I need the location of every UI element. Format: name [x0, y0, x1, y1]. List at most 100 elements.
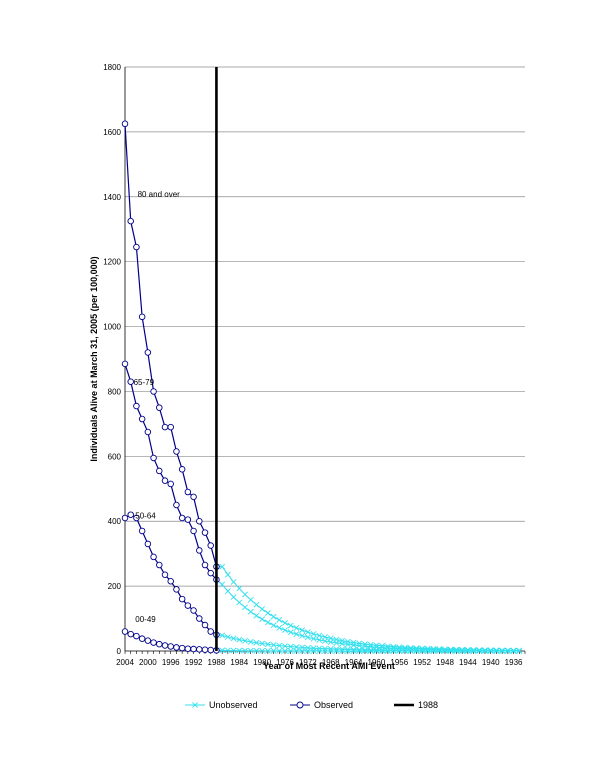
- unobserved-point: [430, 646, 437, 653]
- unobserved-point: [259, 616, 266, 623]
- unobserved-point: [316, 648, 323, 654]
- unobserved-point: [379, 642, 386, 649]
- unobserved-point: [264, 641, 271, 648]
- unobserved-point: [367, 648, 374, 654]
- unobserved-point: [424, 646, 431, 653]
- x-tick-label: 1936: [505, 658, 523, 667]
- tick-labels: 0 200 400 600 800 1000 1200 1400 1600 1800 2004 200…: [103, 63, 523, 667]
- legend-label: Observed: [314, 700, 353, 710]
- x-tick-label: 1988: [208, 658, 226, 667]
- unobserved-point: [242, 647, 248, 654]
- unobserved-point: [247, 608, 254, 615]
- unobserved-point: [253, 612, 260, 619]
- x-tick-label: 1964: [345, 658, 363, 667]
- unobserved-point: [276, 616, 283, 623]
- x-tick-label: 1992: [185, 658, 203, 667]
- unobserved-point: [442, 646, 448, 653]
- observed-point: [150, 388, 157, 395]
- unobserved-point: [247, 647, 254, 654]
- unobserved-point: [487, 648, 494, 654]
- unobserved-point: [333, 639, 340, 646]
- unobserved-point: [350, 646, 357, 653]
- unobserved-point: [447, 647, 454, 653]
- unobserved-point: [436, 646, 443, 653]
- annotations: 80 and over 65-79 50-64 00-49: [134, 190, 181, 624]
- observed-point: [127, 630, 134, 638]
- series-markers: [121, 120, 523, 654]
- y-tick-label: 600: [108, 452, 122, 461]
- unobserved-point: [304, 629, 311, 636]
- observed-point: [138, 635, 146, 642]
- observed-point: [121, 514, 129, 522]
- unobserved-point: [282, 643, 288, 650]
- observed-point: [150, 454, 157, 462]
- unobserved-point: [482, 648, 488, 654]
- unobserved-point: [459, 648, 466, 654]
- unobserved-point: [333, 646, 340, 653]
- x-tick-label: 2000: [139, 658, 157, 667]
- unobserved-point: [390, 647, 397, 654]
- unobserved-point: [424, 648, 431, 654]
- observed-point: [133, 514, 140, 522]
- y-axis-title: Individuals Alive at March 31, 2005 (per…: [89, 256, 99, 461]
- unobserved-point: [453, 648, 460, 654]
- unobserved-point: [379, 647, 386, 654]
- observed-point: [201, 561, 209, 569]
- unobserved-point: [230, 578, 237, 585]
- observed-point: [178, 514, 186, 522]
- unobserved-point: [356, 648, 363, 654]
- unobserved-point: [339, 646, 346, 653]
- observed-point: [196, 615, 203, 622]
- observed-point: [127, 511, 134, 518]
- unobserved-point: [230, 635, 237, 642]
- observed-point: [127, 378, 134, 385]
- unobserved-point: [270, 622, 277, 629]
- unobserved-point: [310, 635, 317, 642]
- unobserved-point: [299, 632, 306, 639]
- unobserved-point: [259, 606, 266, 612]
- unobserved-point: [236, 647, 243, 654]
- observed-point: [133, 402, 140, 410]
- observed-point: [184, 488, 192, 496]
- unobserved-point: [373, 648, 380, 654]
- unobserved-point: [276, 647, 283, 654]
- unobserved-point: [339, 648, 346, 654]
- unobserved-point: [362, 648, 368, 654]
- x-tick-label: 1972: [299, 658, 317, 667]
- unobserved-point: [356, 646, 363, 653]
- legend: Unobserved Observed 1988: [185, 700, 438, 710]
- unobserved-point: [516, 648, 523, 654]
- observed-point: [156, 561, 163, 569]
- observed-point: [150, 639, 157, 646]
- unobserved-point: [264, 647, 271, 654]
- observed-point: [196, 517, 203, 525]
- observed-point: [173, 586, 180, 593]
- unobserved-point: [322, 648, 328, 654]
- observed-point: [127, 217, 134, 225]
- unobserved-point: [322, 638, 328, 644]
- unobserved-point: [493, 648, 500, 654]
- observed-point: [201, 621, 209, 629]
- observed-point: [144, 540, 152, 548]
- observed-point: [138, 313, 146, 321]
- axes: [124, 67, 526, 654]
- unobserved-point: [293, 625, 300, 631]
- unobserved-point: [407, 648, 414, 654]
- legend-item-observed: Observed: [290, 700, 353, 710]
- unobserved-point: [476, 648, 483, 654]
- unobserved-point: [344, 646, 351, 653]
- observed-point: [207, 569, 214, 577]
- unobserved-point: [344, 641, 351, 648]
- observed-point: [173, 448, 180, 455]
- observed-point: [201, 529, 209, 536]
- legend-marker: [296, 701, 304, 709]
- observed-point: [161, 642, 169, 649]
- observed-point: [167, 423, 174, 431]
- unobserved-point: [327, 648, 334, 654]
- legend-item-marker_line: 1988: [394, 700, 438, 710]
- y-tick-label: 1000: [103, 323, 121, 332]
- observed-point: [138, 527, 146, 535]
- unobserved-point: [350, 648, 357, 654]
- unobserved-point: [264, 610, 271, 616]
- unobserved-point: [464, 648, 471, 654]
